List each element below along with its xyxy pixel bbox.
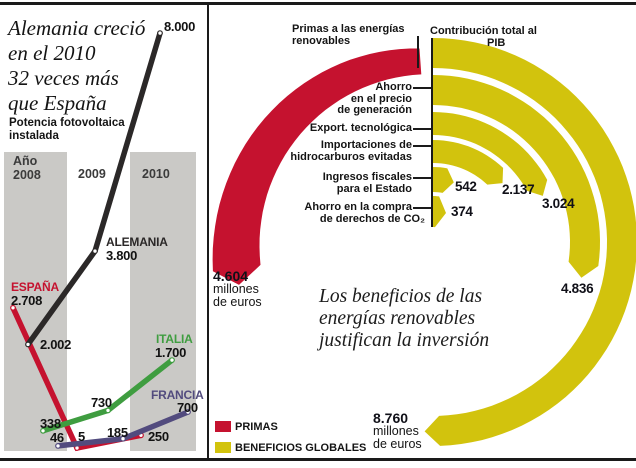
value-label-italia-2010: 1.700 bbox=[155, 345, 187, 360]
arc-label-line: hidrocarburos evitadas bbox=[290, 150, 412, 163]
arc-benefit-4.836 bbox=[433, 75, 600, 278]
year-label-2010: 2010 bbox=[142, 167, 170, 182]
center-quote: Los beneficios de las energías renovable… bbox=[319, 286, 489, 352]
leader-ahorro-co2 bbox=[413, 207, 432, 209]
primas-total-block: 4.604 millones de euros bbox=[213, 269, 262, 309]
headline: Alemania creció en el 2010 32 veces más … bbox=[8, 16, 188, 116]
value-label-alemania-2010: 8.000 bbox=[164, 19, 196, 34]
arc-benefit-542 bbox=[433, 167, 454, 193]
primas-header-line: Primas a las energías bbox=[292, 23, 405, 35]
year-2010: 2010 bbox=[142, 167, 170, 181]
series-label-alemania: ALEMANIA bbox=[106, 235, 168, 249]
arc-label-line: Ingresos fiscales bbox=[322, 171, 412, 183]
year-2008: 2008 bbox=[13, 167, 41, 182]
primas-total-value: 4.604 bbox=[213, 268, 249, 284]
value-label-italia-2008: 338 bbox=[40, 416, 61, 431]
leader-ingresos bbox=[413, 177, 432, 179]
year-prefix: Año bbox=[13, 154, 38, 168]
benefits-total-block: 8.760 millones de euros bbox=[373, 411, 422, 451]
primas-total-unit: millones bbox=[213, 282, 259, 296]
arc-label-ahorro-co2: Ahorro en la compra de derechos de CO₂ bbox=[304, 201, 425, 225]
value-label-espana-2008: 2.708 bbox=[11, 293, 43, 308]
panel-divider bbox=[207, 4, 209, 459]
arc-value-374: 374 bbox=[451, 204, 473, 219]
legend-swatch-primas bbox=[215, 421, 231, 432]
arc-value-2137: 2.137 bbox=[502, 182, 535, 197]
benefits-total-unit: de euros bbox=[373, 437, 422, 451]
year-2009: 2009 bbox=[78, 167, 106, 181]
benefits-total-value: 8.760 bbox=[373, 410, 409, 426]
arc-value-542: 542 bbox=[455, 179, 477, 194]
value-label-italia-2009: 730 bbox=[91, 395, 112, 410]
year-label-2009: 2009 bbox=[78, 167, 106, 182]
arc-label-line: Export. tecnológica bbox=[309, 122, 412, 134]
chart-subtitle: Potencia fotovoltaica instalada bbox=[9, 117, 125, 143]
arc-label-importaciones: Importaciones de hidrocarburos evitadas bbox=[290, 139, 412, 163]
leader-ahorro-precio bbox=[413, 87, 432, 89]
headline-line: en el 2010 bbox=[8, 41, 96, 65]
arc-label-export: Export. tecnológica bbox=[309, 122, 412, 135]
series-label-espana: ESPAÑA bbox=[11, 280, 59, 294]
data-point-marker bbox=[92, 248, 98, 255]
arc-label-line: Importaciones de bbox=[320, 139, 412, 151]
value-label-espana-2009: 5 bbox=[78, 429, 85, 444]
year-label-2008: Año 2008 bbox=[13, 154, 41, 182]
primas-tick-line bbox=[417, 36, 419, 68]
quote-line: Los beneficios de las bbox=[319, 286, 483, 307]
benefits-total-unit: millones bbox=[373, 424, 419, 438]
leader-importaciones bbox=[413, 145, 432, 147]
arc-label-ahorro-precio: Ahorro en el precio de generación bbox=[337, 81, 412, 117]
contribucion-header-line1: Contribución total al bbox=[430, 25, 537, 37]
value-label-alemania-2008: 2.002 bbox=[40, 337, 72, 352]
arc-value-4836: 4.836 bbox=[561, 281, 594, 296]
value-label-espana-2010: 250 bbox=[148, 429, 169, 444]
arc-value-3024: 3.024 bbox=[542, 196, 575, 211]
arc-label-line: de generación bbox=[337, 104, 412, 116]
value-label-francia-2010: 700 bbox=[177, 400, 198, 415]
leader-export bbox=[413, 128, 432, 130]
value-label-francia-2008: 46 bbox=[50, 430, 64, 445]
legend-swatch-beneficios bbox=[215, 442, 231, 453]
value-label-alemania-2009: 3.800 bbox=[106, 248, 138, 263]
bottom-border bbox=[0, 458, 636, 461]
arc-label-ingresos: Ingresos fiscales para el Estado bbox=[322, 171, 412, 195]
primas-header-label: Primas a las energías renovables bbox=[292, 23, 405, 47]
contribucion-tick-line bbox=[431, 38, 433, 227]
headline-line: que España bbox=[8, 91, 107, 115]
chart-subtitle-line: instalada bbox=[9, 130, 59, 142]
arc-benefit-2.137 bbox=[433, 140, 504, 185]
value-label-francia-2009: 185 bbox=[107, 425, 128, 440]
arc-label-line: Ahorro en la compra bbox=[304, 201, 412, 213]
arc-benefit-8.760 bbox=[424, 38, 636, 446]
arc-label-line: para el Estado bbox=[336, 182, 412, 195]
quote-line: justifican la inversión bbox=[319, 330, 490, 351]
top-border bbox=[0, 2, 636, 5]
legend-label-beneficios: BENEFICIOS GLOBALES bbox=[235, 442, 367, 454]
series-label-italia: ITALIA bbox=[156, 332, 193, 346]
series-label-francia: FRANCIA bbox=[151, 388, 204, 402]
contribucion-header-line2: PIB bbox=[487, 37, 506, 49]
headline-line: 32 veces más bbox=[8, 66, 119, 90]
arc-label-line: Ahorro bbox=[375, 81, 412, 93]
primas-header-line: renovables bbox=[292, 34, 351, 47]
quote-line: energías renovables bbox=[319, 308, 476, 329]
primas-total-unit: de euros bbox=[213, 295, 262, 309]
data-point-marker bbox=[74, 445, 80, 451]
arc-benefit-374 bbox=[433, 196, 446, 228]
legend-label-primas: PRIMAS bbox=[235, 421, 278, 433]
chart-subtitle-line: Potencia fotovoltaica bbox=[9, 117, 125, 129]
arc-label-line: en el precio bbox=[350, 92, 412, 105]
arc-label-line: de derechos de CO₂ bbox=[319, 212, 425, 225]
headline-line: Alemania creció bbox=[8, 16, 146, 40]
